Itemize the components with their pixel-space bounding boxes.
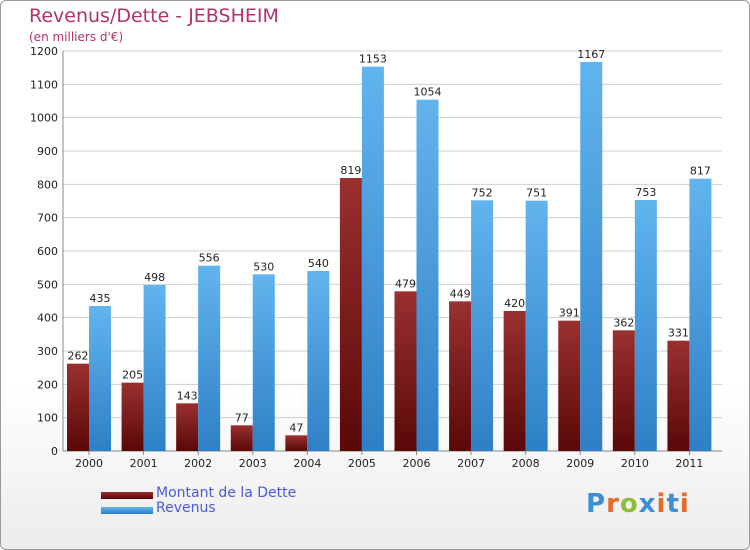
y-tick-label: 700 — [37, 212, 58, 225]
bar-revenue — [416, 99, 439, 452]
bar-debt — [67, 363, 89, 451]
legend-swatch-revenue — [101, 507, 153, 514]
data-label-revenue: 498 — [144, 271, 165, 284]
data-label-debt: 331 — [668, 327, 689, 340]
y-tick-label: 300 — [37, 345, 58, 358]
data-label-revenue: 540 — [308, 257, 329, 270]
y-tick-label: 200 — [37, 378, 58, 391]
bar-revenue — [307, 271, 330, 451]
bar-revenue — [634, 200, 657, 451]
x-tick-label: 2008 — [512, 457, 540, 470]
y-tick-label: 500 — [37, 278, 58, 291]
data-label-debt: 143 — [177, 389, 198, 402]
chart-subtitle: (en milliers d'€) — [29, 30, 124, 44]
y-tick-label: 600 — [37, 245, 58, 258]
data-label-revenue: 751 — [526, 187, 547, 200]
bar-revenue — [361, 66, 384, 452]
bar-debt — [230, 425, 253, 451]
bar-debt — [449, 301, 472, 451]
label-layer: 262 435 205 498 143 556 77 530 47 540 819 1153 479 10… — [68, 48, 711, 434]
data-label-debt: 391 — [559, 307, 580, 320]
data-label-debt: 819 — [340, 164, 361, 177]
data-label-revenue: 530 — [253, 260, 274, 273]
chart-title: Revenus/Dette - JEBSHEIM — [29, 5, 279, 27]
x-tick-label: 2009 — [566, 457, 594, 470]
data-label-debt: 77 — [235, 411, 249, 424]
y-tick-label: 800 — [37, 178, 58, 191]
legend-label-revenue: Revenus — [156, 500, 216, 516]
x-tick-label: 2011 — [675, 457, 703, 470]
bar-revenue — [143, 285, 166, 451]
data-label-revenue: 1054 — [414, 86, 442, 99]
bar-debt — [558, 320, 581, 451]
bar-debt — [285, 435, 308, 451]
data-label-debt: 479 — [395, 277, 416, 290]
data-label-debt: 420 — [504, 297, 525, 310]
data-label-revenue: 817 — [690, 165, 711, 178]
data-label-revenue: 753 — [635, 186, 656, 199]
data-label-debt: 205 — [122, 369, 143, 382]
y-tick-label: 1000 — [30, 112, 58, 125]
bar-debt — [339, 178, 362, 451]
x-tick-label: 2005 — [348, 457, 376, 470]
y-tick-label: 100 — [37, 412, 58, 425]
data-label-debt: 449 — [450, 287, 471, 300]
bar-revenue — [525, 200, 548, 451]
data-label-revenue: 435 — [90, 292, 111, 305]
data-label-revenue: 556 — [199, 252, 220, 265]
data-label-debt: 362 — [613, 316, 634, 329]
x-tick-label: 2000 — [75, 457, 103, 470]
y-tick-label: 1100 — [30, 78, 58, 91]
grid-layer — [63, 50, 722, 452]
x-tick-label: 2003 — [239, 457, 267, 470]
bar-debt — [176, 403, 199, 451]
bar-debt — [612, 330, 635, 451]
data-label-debt: 47 — [289, 421, 303, 434]
proxiti-logo: Proxiti — [586, 489, 690, 519]
data-label-revenue: 1153 — [359, 53, 387, 66]
x-tick-label: 2001 — [130, 457, 158, 470]
data-label-revenue: 752 — [472, 186, 493, 199]
data-label-revenue: 1167 — [577, 48, 605, 61]
bar-revenue — [471, 200, 494, 451]
x-tick-label: 2002 — [184, 457, 212, 470]
bar-revenue — [89, 306, 111, 451]
bar-debt — [667, 340, 690, 451]
y-tick-label: 0 — [51, 445, 58, 458]
x-tick-label: 2007 — [457, 457, 485, 470]
x-tick-label: 2004 — [293, 457, 321, 470]
legend-label-debt: Montant de la Dette — [156, 485, 297, 501]
y-tick-label: 900 — [37, 145, 58, 158]
x-tick-label: 2010 — [621, 457, 649, 470]
y-tick-label: 1200 — [30, 45, 58, 58]
bar-revenue — [252, 274, 275, 451]
legend-swatch-debt — [101, 492, 153, 499]
bar-revenue — [198, 265, 221, 451]
x-tick-label: 2006 — [403, 457, 431, 470]
bar-layer — [67, 62, 712, 452]
axis-layer: 0 100 200 300 400 500 600 700 800 900 1000 1100 1200… — [30, 45, 722, 470]
bar-debt — [121, 382, 144, 451]
data-label-debt: 262 — [68, 350, 89, 363]
bar-revenue — [689, 178, 712, 451]
bar-revenue — [580, 62, 603, 451]
y-tick-label: 400 — [37, 312, 58, 325]
bar-debt — [394, 291, 417, 451]
bar-debt — [503, 311, 526, 451]
